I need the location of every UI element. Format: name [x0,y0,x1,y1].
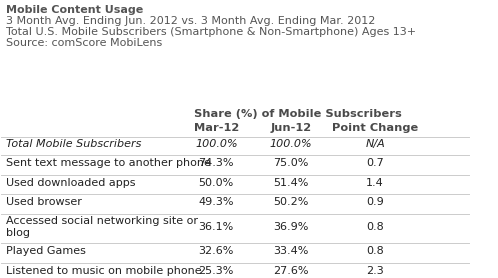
Text: 0.8: 0.8 [366,246,384,256]
Text: 3 Month Avg. Ending Jun. 2012 vs. 3 Month Avg. Ending Mar. 2012: 3 Month Avg. Ending Jun. 2012 vs. 3 Mont… [6,16,375,26]
Text: Total U.S. Mobile Subscribers (Smartphone & Non-Smartphone) Ages 13+: Total U.S. Mobile Subscribers (Smartphon… [6,27,416,37]
Text: 36.9%: 36.9% [273,222,309,232]
Text: Sent text message to another phone: Sent text message to another phone [6,158,211,168]
Text: 1.4: 1.4 [366,178,384,188]
Text: Played Games: Played Games [6,246,86,256]
Text: 100.0%: 100.0% [195,139,238,149]
Text: Used browser: Used browser [6,197,82,207]
Text: 33.4%: 33.4% [273,246,309,256]
Text: 0.8: 0.8 [366,222,384,232]
Text: Listened to music on mobile phone: Listened to music on mobile phone [6,265,202,275]
Text: 49.3%: 49.3% [199,197,234,207]
Text: Share (%) of Mobile Subscribers: Share (%) of Mobile Subscribers [194,109,402,119]
Text: 50.0%: 50.0% [199,178,234,188]
Text: Mobile Content Usage: Mobile Content Usage [6,6,143,16]
Text: Source: comScore MobiLens: Source: comScore MobiLens [6,38,162,48]
Text: 2.3: 2.3 [366,265,384,275]
Text: 75.0%: 75.0% [273,158,309,168]
Text: Mar-12: Mar-12 [194,123,239,133]
Text: 27.6%: 27.6% [273,265,309,275]
Text: 25.3%: 25.3% [199,265,234,275]
Text: 36.1%: 36.1% [199,222,234,232]
Text: 51.4%: 51.4% [273,178,309,188]
Text: 100.0%: 100.0% [270,139,312,149]
Text: N/A: N/A [365,139,385,149]
Text: Used downloaded apps: Used downloaded apps [6,178,135,188]
Text: Total Mobile Subscribers: Total Mobile Subscribers [6,139,141,149]
Text: Jun-12: Jun-12 [270,123,312,133]
Text: 32.6%: 32.6% [199,246,234,256]
Text: Accessed social networking site or
blog: Accessed social networking site or blog [6,217,198,238]
Text: 0.9: 0.9 [366,197,384,207]
Text: 0.7: 0.7 [366,158,384,168]
Text: 50.2%: 50.2% [273,197,309,207]
Text: Point Change: Point Change [332,123,418,133]
Text: 74.3%: 74.3% [199,158,234,168]
